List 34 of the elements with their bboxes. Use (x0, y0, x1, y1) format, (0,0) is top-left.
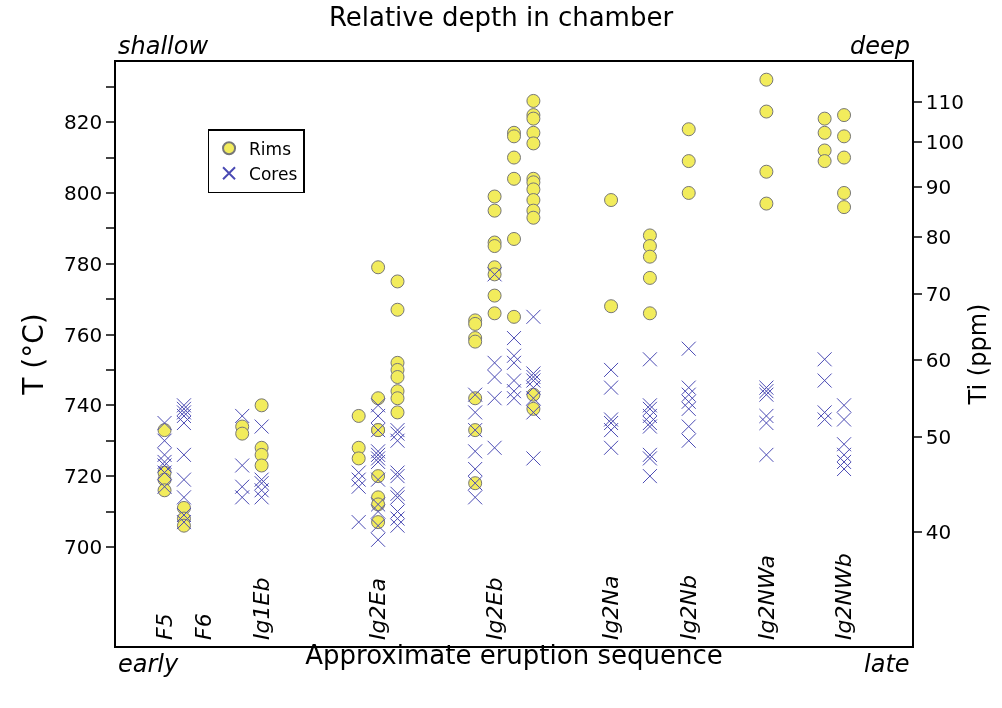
y-tick-label: 720 (64, 464, 103, 489)
chart-title: Relative depth in chamber (328, 2, 674, 33)
text: deep (850, 32, 910, 60)
legend-label: Rims (249, 138, 292, 159)
x-tick-label: Ig2Eb (481, 577, 507, 640)
y-tick-label: 780 (64, 251, 103, 276)
y-tick-label: 800 (64, 180, 103, 205)
x-tick-label: Ig2NWa (753, 555, 779, 640)
x-tick-label: F5 (151, 613, 177, 640)
x-axis-title: Approximate eruption sequence (305, 639, 723, 670)
x-tick-label: Ig1Eb (248, 577, 274, 640)
x-tick-label: Ig2Na (598, 575, 624, 640)
text: early (118, 650, 180, 678)
y-axis-title: T (°C) (17, 313, 51, 396)
x-tick-label: Ig2Nb (675, 575, 701, 640)
y2-tick-label: 110 (925, 89, 964, 114)
y-tick-label: 740 (64, 393, 103, 418)
y2-axis-title: Ti (ppm) (963, 303, 992, 406)
y-tick-label: 760 (64, 322, 103, 347)
y-tick-label: 700 (64, 534, 103, 559)
text: late (864, 650, 910, 678)
y2-tick-label: 60 (925, 347, 952, 372)
y2-tick-label: 70 (925, 282, 952, 307)
y2-tick-label: 80 (925, 225, 952, 250)
y2-tick-label: 50 (925, 425, 952, 450)
legend-label: Cores (249, 163, 298, 184)
x-tick-label: F6 (190, 613, 216, 640)
y2-tick-label: 100 (925, 130, 964, 155)
y-tick-label: 820 (64, 110, 103, 135)
text: shallow (118, 32, 209, 60)
y2-tick-label: 90 (925, 175, 952, 200)
x-tick-label: Ig2Ea (365, 578, 391, 640)
x-tick-label: Ig2NWb (831, 553, 857, 640)
y2-tick-label: 40 (925, 520, 952, 545)
